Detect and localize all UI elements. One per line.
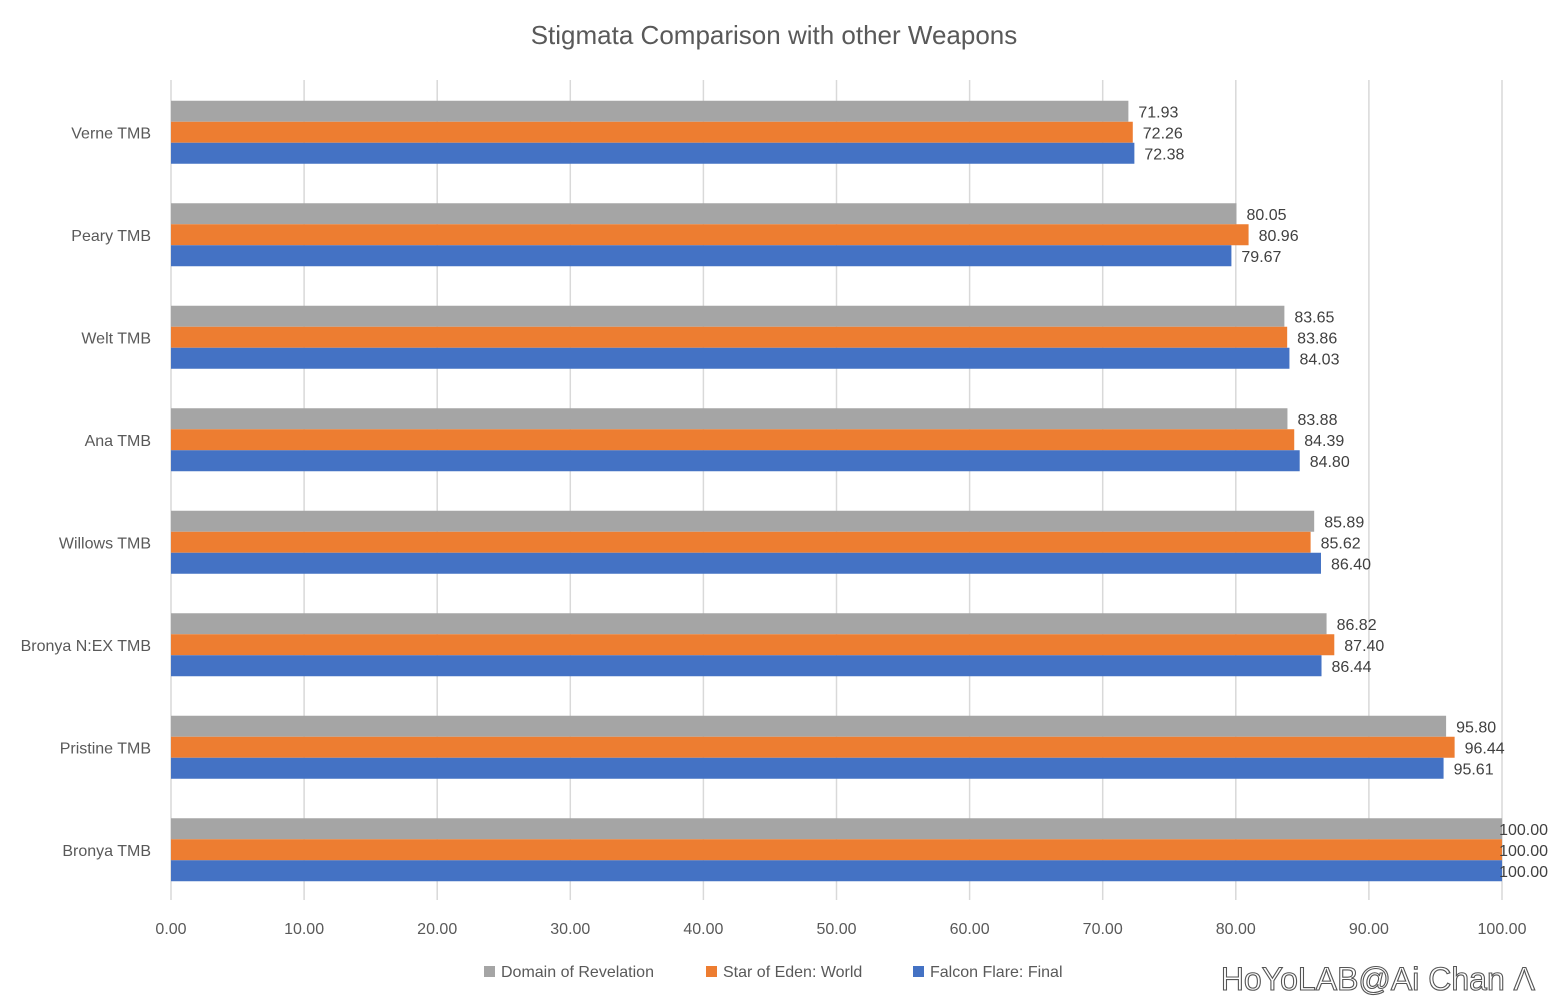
legend-swatch bbox=[484, 966, 495, 977]
legend-label: Star of Eden: World bbox=[723, 964, 862, 981]
bar bbox=[171, 839, 1502, 861]
y-category-label: Bronya N:EX TMB bbox=[21, 638, 151, 655]
data-label: 79.67 bbox=[1241, 249, 1281, 266]
data-label: 84.39 bbox=[1304, 433, 1344, 450]
bar bbox=[171, 408, 1288, 430]
bar bbox=[171, 121, 1133, 143]
data-label: 83.86 bbox=[1297, 330, 1337, 347]
x-tick-label: 40.00 bbox=[683, 921, 723, 938]
x-tick-label: 100.00 bbox=[1478, 921, 1527, 938]
data-label: 85.89 bbox=[1324, 514, 1364, 531]
data-label: 84.03 bbox=[1299, 351, 1339, 368]
bar bbox=[171, 224, 1249, 246]
data-label: 100.00 bbox=[1499, 822, 1548, 839]
x-tick-label: 90.00 bbox=[1349, 921, 1389, 938]
legend-swatch bbox=[706, 966, 717, 977]
bar bbox=[171, 757, 1444, 779]
legend-swatch bbox=[913, 966, 924, 977]
data-label: 87.40 bbox=[1344, 638, 1384, 655]
x-tick-label: 50.00 bbox=[816, 921, 856, 938]
bar bbox=[171, 203, 1237, 225]
bar bbox=[171, 613, 1327, 635]
x-tick-label: 20.00 bbox=[417, 921, 457, 938]
y-category-label: Welt TMB bbox=[81, 330, 151, 347]
data-label: 83.65 bbox=[1294, 309, 1334, 326]
bar bbox=[171, 818, 1502, 840]
data-label: 80.96 bbox=[1259, 228, 1299, 245]
data-label: 80.05 bbox=[1246, 207, 1286, 224]
data-label: 85.62 bbox=[1321, 535, 1361, 552]
watermark: HoYoLAB@Ai Chan Λ bbox=[1221, 961, 1536, 997]
x-tick-label: 30.00 bbox=[550, 921, 590, 938]
bar bbox=[171, 736, 1455, 758]
bar bbox=[171, 429, 1295, 451]
data-label: 72.38 bbox=[1144, 146, 1184, 163]
data-label: 83.88 bbox=[1297, 412, 1337, 429]
data-label: 86.44 bbox=[1332, 659, 1372, 676]
y-category-label: Willows TMB bbox=[59, 535, 151, 552]
bar bbox=[171, 450, 1300, 472]
y-category-label: Verne TMB bbox=[71, 125, 151, 142]
data-label: 86.40 bbox=[1331, 556, 1371, 573]
x-tick-label: 80.00 bbox=[1216, 921, 1256, 938]
data-label: 95.61 bbox=[1454, 761, 1494, 778]
data-label: 84.80 bbox=[1310, 454, 1350, 471]
x-tick-label: 0.00 bbox=[155, 921, 186, 938]
y-category-label: Ana TMB bbox=[85, 433, 151, 450]
x-tick-label: 10.00 bbox=[284, 921, 324, 938]
bar bbox=[171, 305, 1285, 327]
data-label: 100.00 bbox=[1499, 843, 1548, 860]
bar bbox=[171, 142, 1135, 164]
bar bbox=[171, 860, 1502, 882]
chart-title: Stigmata Comparison with other Weapons bbox=[531, 20, 1018, 50]
x-tick-label: 70.00 bbox=[1083, 921, 1123, 938]
bar bbox=[171, 347, 1290, 369]
legend-label: Domain of Revelation bbox=[501, 964, 654, 981]
y-category-label: Pristine TMB bbox=[60, 740, 151, 757]
bar bbox=[171, 634, 1335, 656]
legend-label: Falcon Flare: Final bbox=[930, 964, 1063, 981]
data-label: 72.26 bbox=[1143, 125, 1183, 142]
y-category-label: Peary TMB bbox=[71, 228, 151, 245]
data-label: 86.82 bbox=[1337, 617, 1377, 634]
bar bbox=[171, 715, 1447, 737]
bar bbox=[171, 245, 1232, 267]
data-label: 96.44 bbox=[1465, 740, 1505, 757]
bar bbox=[171, 531, 1311, 553]
data-label: 100.00 bbox=[1499, 864, 1548, 881]
bar bbox=[171, 510, 1315, 532]
y-category-label: Bronya TMB bbox=[62, 843, 151, 860]
bar bbox=[171, 326, 1288, 348]
bar bbox=[171, 100, 1129, 122]
data-label: 71.93 bbox=[1138, 104, 1178, 121]
bar bbox=[171, 552, 1321, 574]
bar bbox=[171, 655, 1322, 677]
data-label: 95.80 bbox=[1456, 719, 1496, 736]
x-tick-label: 60.00 bbox=[950, 921, 990, 938]
